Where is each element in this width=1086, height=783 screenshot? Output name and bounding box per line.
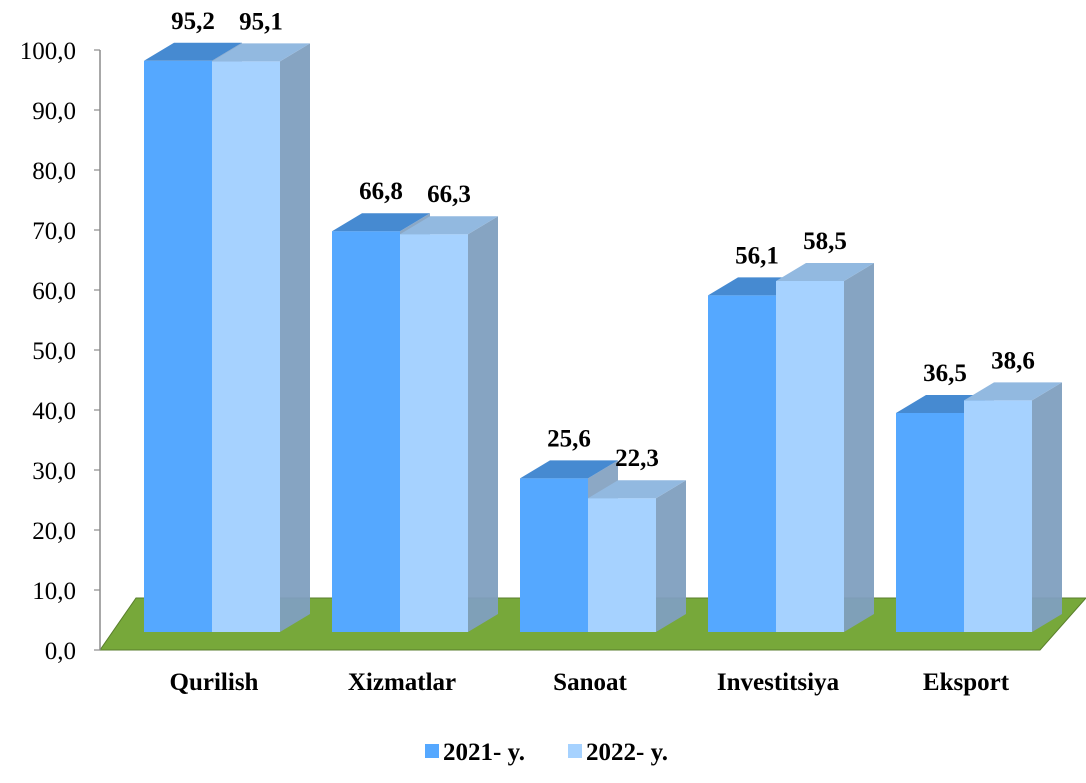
category-label: Qurilish <box>170 669 259 696</box>
category-label: Sanoat <box>553 669 627 696</box>
data-label: 36,5 <box>923 360 967 387</box>
bar-front-face <box>896 413 964 632</box>
data-label: 22,3 <box>615 445 659 472</box>
y-tick-label: 90,0 <box>32 98 76 125</box>
bar-top-face <box>588 480 686 499</box>
legend-entry: 2022- y. <box>568 739 668 766</box>
y-tick-label: 30,0 <box>32 458 76 485</box>
data-label: 95,2 <box>171 8 215 35</box>
legend: 2021- y. 2022- y. <box>425 739 668 766</box>
bar-top-face <box>964 382 1062 401</box>
bar-side-face <box>656 480 686 632</box>
bar-front-face <box>588 498 656 632</box>
data-label: 95,1 <box>239 8 283 35</box>
data-label: 38,6 <box>991 347 1035 374</box>
bar-side-face <box>280 43 310 632</box>
y-tick-label: 80,0 <box>32 158 76 185</box>
y-tick-label: 20,0 <box>32 518 76 545</box>
y-tick-label: 10,0 <box>32 578 76 605</box>
bar <box>776 263 874 632</box>
category-label: Xizmatlar <box>348 669 456 696</box>
category-axis: Qurilish Xizmatlar Sanoat Investitsiya Ekspo… <box>170 669 1010 696</box>
category-label: Eksport <box>923 669 1010 696</box>
y-tick-label: 0,0 <box>45 638 76 665</box>
bar-front-face <box>332 231 400 632</box>
bar-top-face <box>332 213 430 232</box>
data-label: 25,6 <box>547 425 591 452</box>
bar-front-face <box>708 295 776 632</box>
y-tick-label: 70,0 <box>32 218 76 245</box>
bar-front-face <box>212 61 280 632</box>
bar <box>400 216 498 632</box>
bar-front-face <box>520 478 588 632</box>
bar <box>588 480 686 632</box>
bar-top-face <box>212 43 310 62</box>
bar-side-face <box>468 216 498 632</box>
bar <box>212 43 310 632</box>
legend-label: 2021- y. <box>443 739 525 766</box>
data-label: 58,5 <box>803 228 847 255</box>
value-axis: 0,0 10,0 20,0 30,0 40,0 50,0 60,0 70,0 80,0 90,0 1… <box>20 38 101 665</box>
bars <box>144 42 1062 633</box>
y-tick-label: 100,0 <box>20 38 76 65</box>
data-label: 56,1 <box>735 242 779 269</box>
y-tick-label: 40,0 <box>32 398 76 425</box>
bar-front-face <box>776 281 844 632</box>
legend-label: 2022- y. <box>586 739 668 766</box>
bar-top-face <box>144 42 242 61</box>
bar <box>964 382 1062 632</box>
data-label: 66,3 <box>427 181 471 208</box>
data-labels: 95,2 95,1 66,8 66,3 25,6 22,3 56,1 58,5 36,5 38,6 <box>171 8 1035 472</box>
bar-top-face <box>776 263 874 281</box>
bar-front-face <box>400 234 468 632</box>
bar-side-face <box>1032 382 1062 632</box>
legend-entry: 2021- y. <box>425 739 525 766</box>
bar-side-face <box>844 263 874 632</box>
legend-swatch <box>425 744 439 758</box>
category-label: Investitsiya <box>717 669 840 696</box>
bar-top-face <box>520 460 618 479</box>
legend-swatch <box>568 744 582 758</box>
y-tick-label: 60,0 <box>32 278 76 305</box>
bar-front-face <box>964 400 1032 632</box>
bar-top-face <box>400 216 498 235</box>
data-label: 66,8 <box>359 178 403 205</box>
y-tick-label: 50,0 <box>32 338 76 365</box>
bar-front-face <box>144 60 212 633</box>
